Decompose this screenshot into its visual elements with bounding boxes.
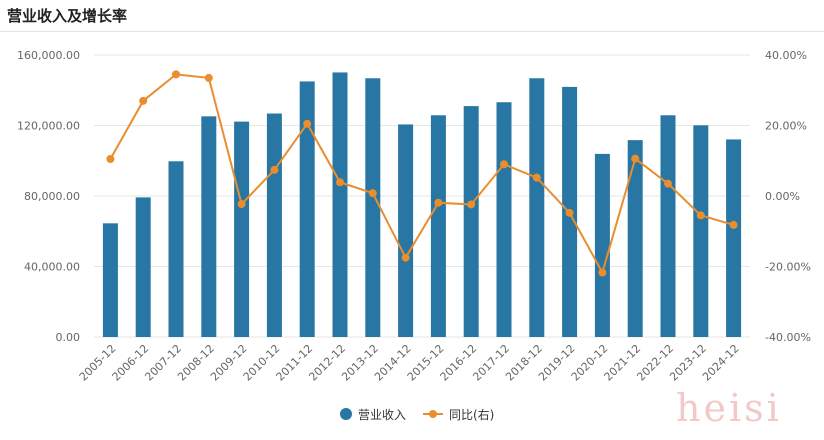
y-right-tick-label: 40.00% — [765, 49, 807, 62]
line-point[interactable] — [336, 178, 344, 187]
y-axis-right: -40.00% -20.00% 0.00% 20.00% 40.00% — [765, 49, 811, 344]
bar[interactable] — [266, 113, 282, 337]
line-path — [109, 73, 734, 276]
line-point[interactable] — [139, 96, 148, 105]
title-divider — [0, 31, 824, 32]
legend-line-label: 同比(右) — [449, 407, 494, 422]
bar[interactable] — [398, 124, 414, 337]
y-left-tick-label: 40,000.00 — [24, 261, 80, 274]
bar[interactable] — [594, 153, 610, 337]
y-left-tick-label: 120,000.00 — [17, 120, 80, 133]
y-axis-left: 0.00 40,000.00 80,000.00 120,000.00 160,000.… — [17, 49, 80, 344]
y-right-tick-label: 20.00% — [765, 120, 807, 133]
x-tick-label: 2024-12 — [700, 342, 742, 384]
bar[interactable] — [693, 125, 709, 337]
bar-series — [102, 72, 742, 338]
y-right-tick-label: -40.00% — [765, 331, 811, 344]
bar[interactable] — [627, 140, 643, 337]
line-point[interactable] — [106, 154, 115, 163]
legend-bar-label: 营业收入 — [358, 408, 406, 422]
chart-title: 营业收入及增长率 — [7, 7, 128, 25]
bar[interactable] — [529, 78, 545, 337]
bar[interactable] — [234, 121, 250, 337]
bar[interactable] — [496, 102, 512, 337]
line-point[interactable] — [204, 73, 213, 82]
line-point[interactable] — [467, 200, 476, 209]
line-point[interactable] — [500, 160, 508, 169]
line-point[interactable] — [434, 198, 443, 207]
line-point[interactable] — [237, 200, 246, 209]
line-point[interactable] — [631, 154, 640, 163]
x-axis: 2005-122006-122007-122008-122009-122010-… — [77, 342, 742, 384]
line-point[interactable] — [303, 119, 312, 128]
y-left-tick-label: 0.00 — [56, 331, 81, 344]
legend-bar-marker — [340, 408, 352, 420]
bar[interactable] — [365, 78, 381, 337]
bar[interactable] — [135, 197, 151, 337]
bar[interactable] — [168, 161, 184, 337]
y-left-tick-label: 160,000.00 — [17, 49, 80, 62]
y-right-tick-label: 0.00% — [765, 190, 800, 203]
grid-lines — [94, 54, 750, 338]
y-right-tick-label: -20.00% — [765, 261, 811, 274]
y-left-tick-label: 80,000.00 — [24, 190, 80, 203]
bar[interactable] — [332, 72, 348, 337]
line-point[interactable] — [565, 208, 574, 217]
bar[interactable] — [299, 81, 315, 337]
line-point[interactable] — [664, 179, 672, 188]
line-point[interactable] — [368, 189, 377, 198]
legend-line-dot — [429, 410, 437, 418]
bar[interactable] — [201, 116, 217, 338]
line-point[interactable] — [729, 220, 738, 229]
line-point[interactable] — [696, 211, 705, 220]
bar[interactable] — [463, 106, 479, 337]
line-point[interactable] — [270, 165, 279, 174]
bar[interactable] — [430, 115, 446, 337]
bar[interactable] — [660, 115, 676, 337]
line-point[interactable] — [598, 268, 607, 277]
bar[interactable] — [102, 223, 118, 337]
legend[interactable]: 营业收入 同比(右) — [340, 407, 494, 422]
bar[interactable] — [726, 139, 742, 337]
line-point[interactable] — [532, 173, 541, 182]
line-series — [106, 70, 738, 277]
line-point[interactable] — [172, 70, 180, 79]
line-point[interactable] — [401, 253, 410, 262]
watermark: heisi — [676, 386, 782, 430]
